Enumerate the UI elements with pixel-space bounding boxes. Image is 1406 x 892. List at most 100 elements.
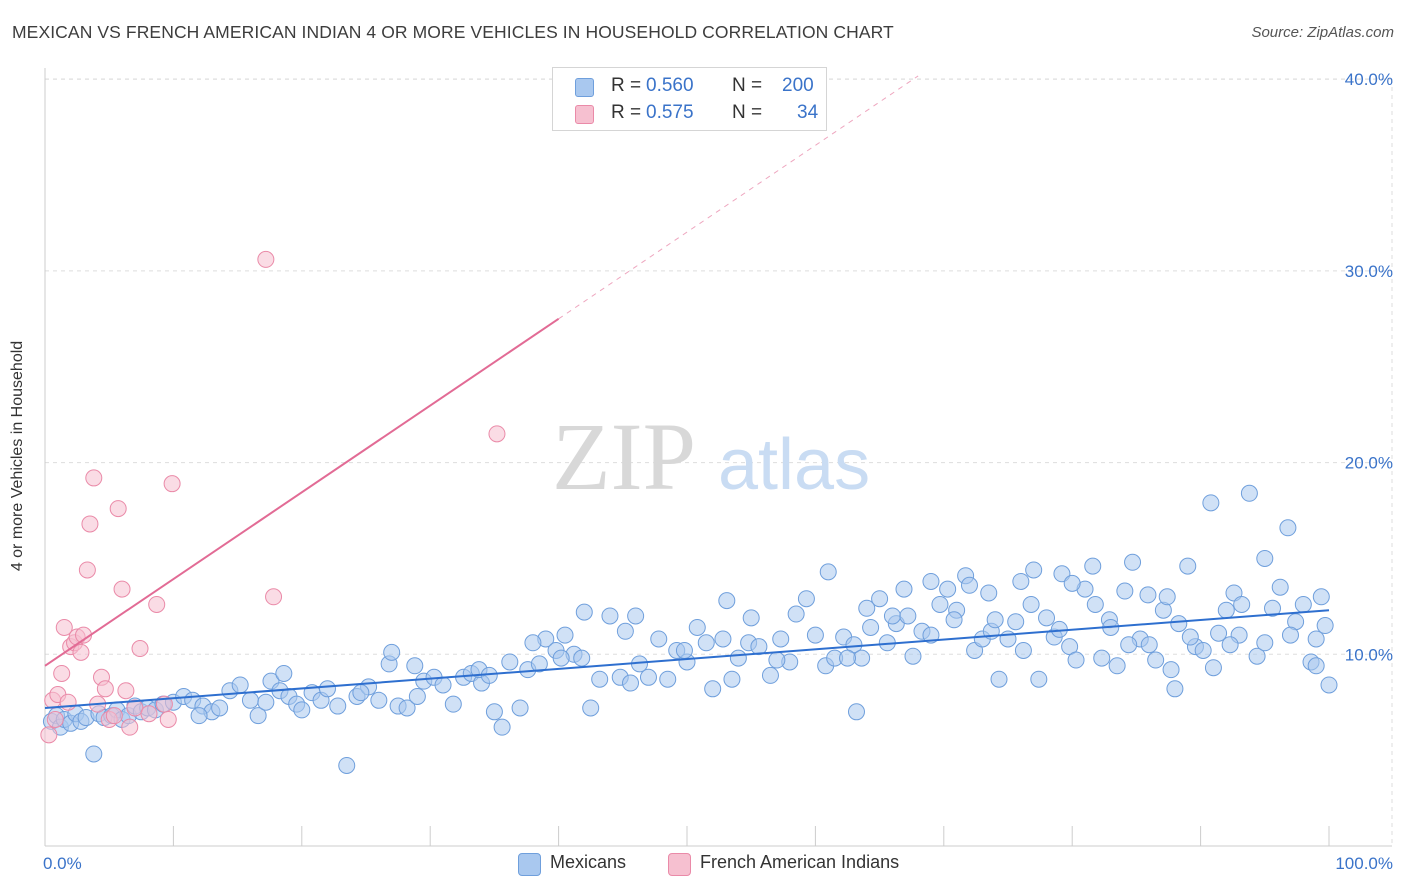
mexicans-legend-swatch (518, 853, 541, 876)
mexicans-point (1030, 670, 1048, 688)
watermark-zip: ZIP (552, 403, 696, 510)
mexicans-point (819, 563, 837, 581)
mexicans-point (1240, 484, 1258, 502)
mexicans-point (1281, 626, 1299, 644)
mexicans-point (249, 707, 267, 725)
mexicans-point (853, 649, 871, 667)
mexicans-point (524, 634, 542, 652)
tick-labels: 10.0% 20.0% 30.0% 40.0% 0.0% 100.0% (43, 70, 1393, 873)
mexicans-point (931, 595, 949, 613)
french-point (55, 618, 73, 636)
mexicans-point (493, 718, 511, 736)
mexicans-point (338, 756, 356, 774)
mexicans-point (980, 584, 998, 602)
mexicans-point (573, 649, 591, 667)
mexicans-point (257, 693, 275, 711)
legend-r-label: R = (611, 102, 642, 123)
mexicans-point (1307, 657, 1325, 675)
french-point (163, 475, 181, 493)
mexicans-point (1007, 613, 1025, 631)
french-point (78, 561, 96, 579)
x-tick-label: 0.0% (43, 854, 82, 873)
mexicans-point (444, 695, 462, 713)
mexicans-point (406, 657, 424, 675)
mexicans-point (986, 611, 1004, 629)
mexicans-point (761, 666, 779, 684)
mexicans-point (704, 680, 722, 698)
mexicans-point (1307, 630, 1325, 648)
mexicans-point (1312, 588, 1330, 606)
mexicans-point (1086, 595, 1104, 613)
mexicans-point (370, 691, 388, 709)
mexicans-point (1217, 601, 1235, 619)
mexicans-point (1093, 649, 1111, 667)
legend-n-label: N = (732, 102, 763, 123)
french-point (96, 680, 114, 698)
mexicans-point (85, 745, 103, 763)
watermark: ZIP atlas (552, 403, 870, 510)
french-point (159, 710, 177, 728)
mexicans-swatch (575, 78, 594, 97)
french-point (148, 595, 166, 613)
mexicans-point (1221, 636, 1239, 654)
correlation-legend: R = 0.560 N = 200 R = 0.575 N = 34 (552, 67, 827, 131)
mexicans-point (1025, 561, 1043, 579)
mexicans-point (1264, 599, 1282, 617)
french-point (85, 469, 103, 487)
mexicans-point (650, 630, 668, 648)
mexicans-point (839, 649, 856, 667)
mexicans-point (939, 580, 957, 598)
mexicans-point (883, 607, 901, 625)
mexicans-point (318, 680, 336, 698)
mexicans-point (1210, 624, 1228, 642)
mexicans-point (960, 576, 978, 594)
french-point (121, 718, 139, 736)
mexicans-point (434, 676, 452, 694)
mexicans-point (398, 699, 416, 717)
mexicans-point (622, 674, 640, 692)
source-credit: Source: ZipAtlas.com (1251, 24, 1394, 41)
mexicans-point (1067, 651, 1085, 669)
french-point (81, 515, 99, 533)
french-point (265, 588, 283, 606)
mexicans-point (1147, 651, 1165, 669)
y-axis-label: 4 or more Vehicles in Household (9, 340, 26, 572)
mexicans-point (871, 590, 889, 608)
mexicans-point (718, 592, 736, 610)
mexicans-point (787, 605, 805, 623)
y-tick-label: 40.0% (1345, 70, 1393, 89)
mexicans-trend-line (44, 609, 1330, 709)
legend-r-label: R = (611, 75, 642, 96)
mexicans-point (408, 687, 426, 705)
mexicans-point (552, 649, 570, 667)
mexicans-point (1063, 574, 1081, 592)
mexicans-point (742, 609, 760, 627)
mexicans-point (858, 599, 876, 617)
mexicans-point (750, 638, 768, 656)
mexicans-point (352, 684, 370, 702)
y-tick-label: 20.0% (1345, 454, 1393, 473)
mexicans-point (1204, 659, 1222, 677)
mexicans-point (895, 580, 913, 598)
mexicans-point (190, 707, 208, 725)
mexicans-point (1233, 595, 1251, 613)
mexicans-point (582, 699, 600, 717)
mexicans-point (697, 634, 715, 652)
mexicans-point (1181, 628, 1199, 646)
french-swatch (575, 105, 594, 124)
mexicans-point (241, 691, 259, 709)
mexicans-point (511, 699, 529, 717)
mexicans-point (1256, 634, 1274, 652)
french-legend-swatch (668, 853, 691, 876)
y-tick-label: 30.0% (1345, 262, 1393, 281)
legend-n-value: 200 (782, 75, 814, 96)
mexicans-point (575, 603, 593, 621)
chart-title: MEXICAN VS FRENCH AMERICAN INDIAN 4 OR M… (12, 22, 894, 42)
mexicans-point (601, 607, 619, 625)
french-trend-line (44, 317, 560, 667)
french-point (140, 705, 158, 723)
mexicans-point (501, 653, 519, 671)
mexicans-point (1166, 680, 1184, 698)
french-point (72, 643, 90, 661)
legend-r-value: 0.560 (646, 75, 694, 96)
